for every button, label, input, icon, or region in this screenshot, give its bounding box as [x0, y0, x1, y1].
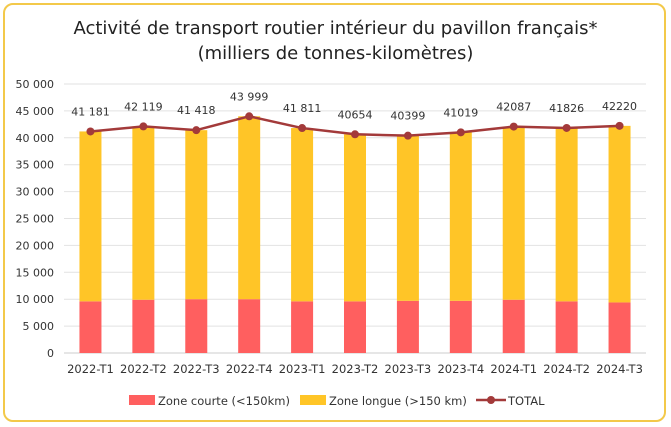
x-tick-label: 2023-T1 — [279, 362, 326, 376]
legend-label: Zone courte (<150km) — [158, 394, 290, 408]
y-tick-label: 10 000 — [16, 293, 55, 306]
x-tick-label: 2024-T2 — [543, 362, 590, 376]
legend-swatch-zone-longue — [300, 395, 326, 405]
x-tick-label: 2022-T2 — [120, 362, 167, 376]
bar-zone-courte — [608, 302, 631, 353]
bar-zone-longue — [502, 126, 525, 300]
total-point — [139, 122, 148, 131]
data-label: 42087 — [496, 101, 531, 114]
y-tick-label: 40 000 — [16, 132, 55, 145]
bar-zone-courte — [396, 300, 419, 353]
y-tick-label: 50 000 — [16, 78, 55, 91]
bar-zone-longue — [608, 125, 631, 303]
bar-zone-longue — [185, 130, 208, 300]
bar-zone-courte — [344, 301, 366, 353]
chart-title-line2: (milliers de tonnes-kilomètres) — [197, 43, 474, 64]
data-label: 41826 — [549, 102, 584, 115]
bar-zone-courte — [291, 301, 314, 353]
x-tick-label: 2022-T3 — [173, 362, 220, 376]
chart-card — [3, 3, 666, 422]
legend-marker-total — [487, 396, 495, 404]
x-tick-label: 2023-T3 — [385, 362, 432, 376]
legend-label: Zone longue (>150 km) — [329, 394, 467, 408]
data-label: 40399 — [390, 110, 425, 123]
x-tick-label: 2023-T4 — [437, 362, 484, 376]
data-label: 41 418 — [177, 104, 216, 117]
bar-zone-courte — [238, 299, 261, 353]
y-tick-label: 35 000 — [16, 159, 55, 172]
chart-title: Activité de transport routier intérieur … — [0, 16, 671, 66]
total-point — [351, 130, 359, 139]
total-point — [615, 121, 624, 130]
bar-zone-longue — [79, 131, 102, 302]
data-label: 41 181 — [71, 105, 110, 118]
bar-zone-longue — [449, 132, 472, 301]
data-label: 42 119 — [124, 100, 163, 113]
total-point — [245, 112, 254, 121]
bar-zone-courte — [449, 300, 472, 353]
y-tick-label: 45 000 — [16, 105, 55, 118]
x-tick-label: 2022-T4 — [226, 362, 273, 376]
data-label: 41 811 — [283, 102, 322, 115]
bar-zone-longue — [555, 127, 578, 302]
bar-zone-courte — [502, 299, 525, 353]
legend-label: TOTAL — [507, 394, 545, 408]
total-point — [192, 126, 201, 135]
y-tick-label: 15 000 — [16, 266, 55, 279]
total-point — [456, 128, 465, 137]
x-tick-label: 2023-T2 — [332, 362, 379, 376]
chart-title-line1: Activité de transport routier intérieur … — [73, 18, 598, 39]
total-point — [403, 131, 412, 140]
x-tick-label: 2024-T1 — [490, 362, 537, 376]
total-point — [562, 123, 571, 132]
y-tick-label: 20 000 — [16, 239, 55, 252]
bar-zone-longue — [238, 116, 261, 300]
bar-zone-courte — [79, 301, 102, 353]
total-point — [509, 122, 518, 131]
bar-zone-courte — [555, 301, 578, 353]
data-label: 40654 — [338, 108, 373, 121]
total-point — [86, 127, 95, 136]
y-tick-label: 5 000 — [23, 320, 55, 333]
bar-zone-courte — [132, 299, 155, 353]
x-tick-label: 2022-T1 — [67, 362, 114, 376]
legend-swatch-zone-courte — [129, 395, 155, 405]
data-label: 41019 — [443, 106, 478, 119]
x-tick-label: 2024-T3 — [596, 362, 643, 376]
bar-zone-courte — [185, 299, 208, 353]
data-label: 42220 — [602, 100, 637, 113]
data-label: 43 999 — [230, 90, 269, 103]
y-tick-label: 0 — [47, 347, 54, 360]
bar-zone-longue — [344, 134, 366, 302]
total-point — [298, 124, 307, 133]
bar-zone-longue — [291, 128, 314, 302]
y-tick-label: 30 000 — [16, 186, 55, 199]
bar-zone-longue — [396, 135, 419, 301]
y-tick-label: 25 000 — [16, 213, 55, 226]
bar-zone-longue — [132, 126, 155, 300]
